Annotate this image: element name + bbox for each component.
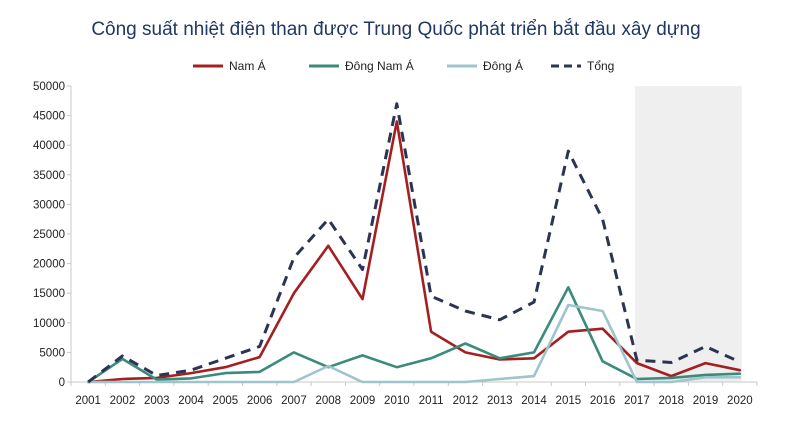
legend: Nam Á Đông Nam Á Đông Á Tổng xyxy=(193,58,614,73)
x-tick-label: 2001 xyxy=(75,395,101,407)
y-tick-label: 45000 xyxy=(33,111,65,123)
y-tick-label: 5000 xyxy=(39,347,65,359)
x-tick-label: 2005 xyxy=(213,395,239,407)
x-tick-label: 2014 xyxy=(521,395,547,407)
series-lines xyxy=(86,102,742,384)
x-tick-label: 2012 xyxy=(453,395,479,407)
x-tick-label: 2007 xyxy=(281,395,307,407)
y-tick-label: 0 xyxy=(59,377,65,389)
x-tick-label: 2003 xyxy=(144,395,170,407)
y-tick-label: 25000 xyxy=(33,229,65,241)
y-tick-label: 10000 xyxy=(33,318,65,330)
x-tick-label: 2011 xyxy=(419,395,444,407)
legend-label-3: Tổng xyxy=(587,59,614,73)
forecast-shaded-region xyxy=(634,86,742,382)
y-axis-ticks: 0 5000 10000 15000 20000 25000 30000 35000 40000… xyxy=(33,81,71,389)
series-line-1 xyxy=(86,285,742,384)
x-tick-label: 2015 xyxy=(556,395,582,407)
y-tick-label: 15000 xyxy=(33,288,65,300)
x-tick-label: 2017 xyxy=(624,395,650,407)
x-tick-label: 2018 xyxy=(658,395,684,407)
x-tick-label: 2008 xyxy=(315,395,341,407)
x-tick-label: 2019 xyxy=(693,395,719,407)
y-tick-label: 30000 xyxy=(33,199,65,211)
chart-title: Công suất nhiệt điện than được Trung Quố… xyxy=(91,18,700,40)
series-line-2 xyxy=(86,303,742,384)
x-axis-ticks: 2001 2002 2003 2004 2005 2006 2007 2008 2009 2010… xyxy=(70,382,758,407)
x-tick-label: 2004 xyxy=(178,395,204,407)
y-tick-label: 40000 xyxy=(33,140,65,152)
legend-label-0: Nam Á xyxy=(229,58,266,73)
y-tick-label: 20000 xyxy=(33,259,65,271)
x-tick-label: 2020 xyxy=(727,395,753,407)
series-line-3 xyxy=(87,102,741,384)
y-tick-label: 35000 xyxy=(33,170,65,182)
legend-label-1: Đông Nam Á xyxy=(345,58,414,73)
x-tick-label: 2013 xyxy=(487,395,513,407)
x-tick-label: 2002 xyxy=(110,395,136,407)
legend-label-2: Đông Á xyxy=(483,58,523,73)
y-tick-label: 50000 xyxy=(33,81,65,93)
x-tick-label: 2006 xyxy=(247,395,273,407)
series-line-0 xyxy=(86,120,742,384)
x-tick-label: 2009 xyxy=(350,395,376,407)
x-tick-label: 2010 xyxy=(384,395,410,407)
x-tick-label: 2016 xyxy=(590,395,616,407)
